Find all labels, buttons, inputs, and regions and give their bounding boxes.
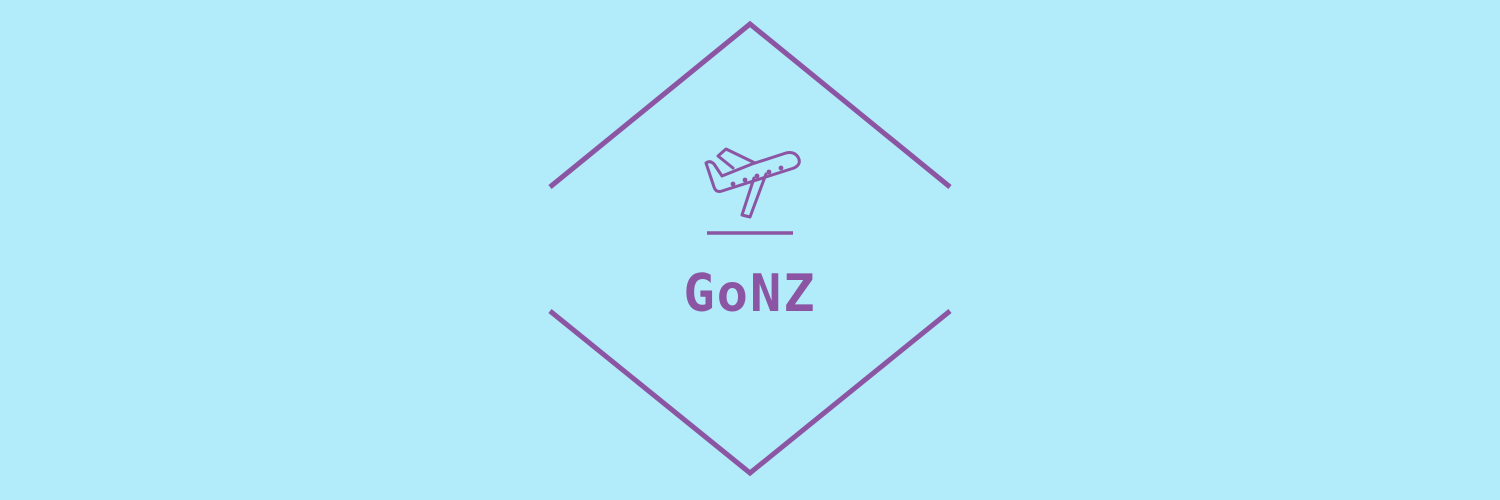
brand-name: GoNZ <box>683 264 817 324</box>
diamond-bottom-frame <box>548 309 952 477</box>
diamond-top-frame <box>548 20 952 189</box>
airplane-takeoff-icon <box>704 147 801 219</box>
